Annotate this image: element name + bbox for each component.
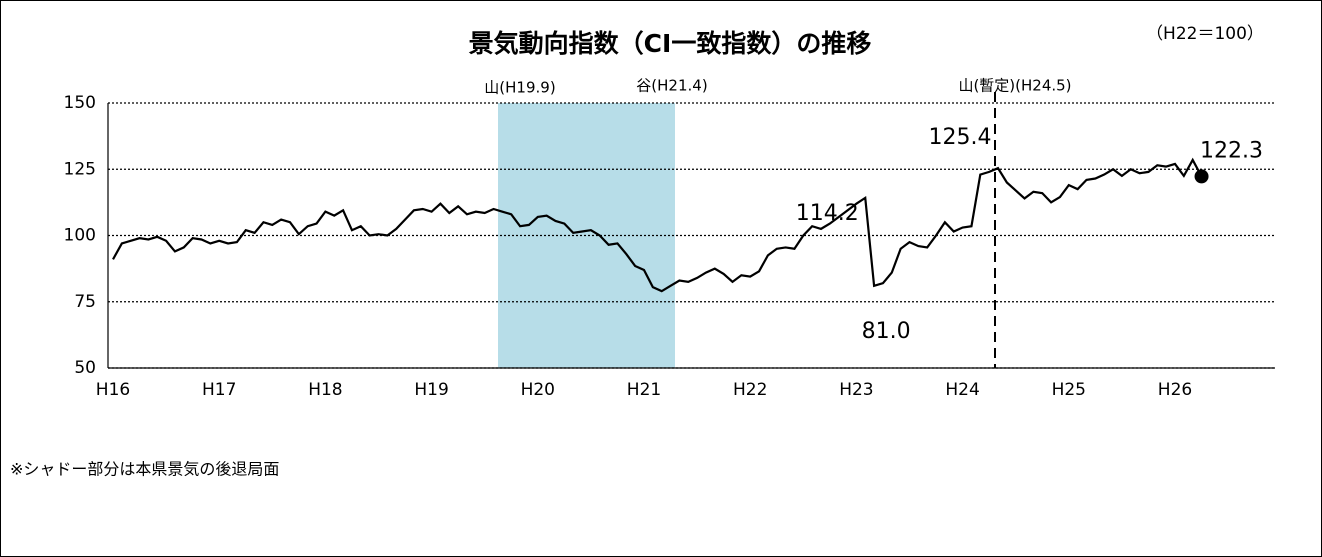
x-tick-label: H24: [945, 380, 979, 400]
annotation: 山(暫定)(H24.5): [958, 77, 1071, 95]
x-tick-label: H18: [308, 380, 342, 400]
x-tick-label: H25: [1052, 380, 1086, 400]
y-tick-label: 75: [74, 292, 96, 312]
data-line: [112, 157, 1203, 293]
data-label: 81.0: [862, 319, 911, 344]
annotation: 谷(H21.4): [636, 77, 707, 95]
y-tick-label: 125: [64, 159, 96, 179]
data-label: 125.4: [929, 125, 992, 150]
footnote: ※シャドー部分は本県景気の後退局面: [10, 460, 279, 479]
data-label: 122.3: [1200, 138, 1263, 163]
annotation: 山(H19.9): [484, 79, 555, 97]
x-tick-label: H17: [202, 380, 236, 400]
x-tick-label: H19: [414, 380, 448, 400]
y-tick-label: 150: [64, 93, 96, 113]
x-tick-label: H22: [733, 380, 767, 400]
chart-title: 景気動向指数（CI一致指数）の推移: [469, 29, 872, 58]
y-tick-label: 100: [64, 226, 96, 246]
x-tick-label: H21: [627, 380, 661, 400]
x-tick-label: H26: [1158, 380, 1192, 400]
y-tick-label: 50: [74, 358, 96, 378]
subtitle: （H22＝100）: [1146, 24, 1264, 44]
x-tick-label: H16: [96, 380, 130, 400]
x-tick-label: H23: [839, 380, 873, 400]
x-tick-label: H20: [521, 380, 555, 400]
end-marker: [1194, 169, 1209, 184]
data-label: 114.2: [796, 201, 859, 226]
